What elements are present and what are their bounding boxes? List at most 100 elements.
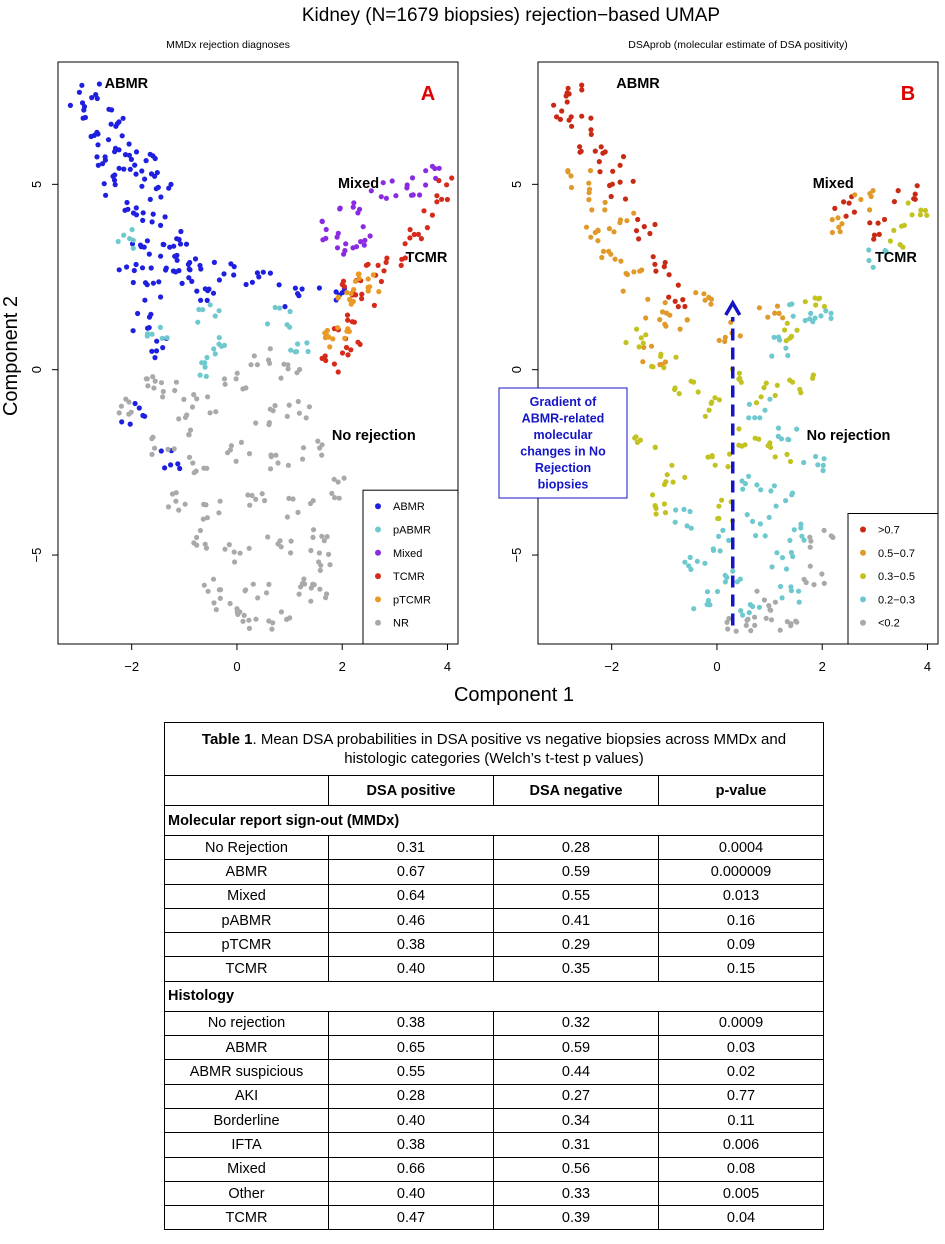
table-row: ABMR suspicious 0.55 0.44 0.02 (164, 1059, 824, 1085)
data-point (867, 220, 873, 226)
data-point (813, 453, 819, 460)
data-point (270, 620, 276, 626)
data-point (365, 276, 371, 282)
data-point (158, 448, 164, 454)
data-point (742, 442, 748, 448)
data-point (796, 599, 802, 605)
data-point (617, 162, 623, 168)
gradient-arrow-head (724, 299, 742, 316)
data-point (221, 271, 227, 277)
legend-label: ABMR (393, 501, 425, 513)
data-point (383, 195, 389, 201)
data-point (81, 104, 88, 110)
data-point (660, 309, 666, 315)
data-point (586, 180, 592, 186)
data-point (282, 304, 288, 310)
data-point (811, 582, 817, 588)
data-point (345, 352, 351, 358)
data-point (813, 302, 819, 308)
data-point (802, 299, 808, 305)
y-tick-label: −5 (29, 548, 44, 563)
table-cell: 0.04 (658, 1205, 824, 1231)
data-point (173, 379, 179, 385)
data-point (761, 597, 768, 603)
data-point (148, 311, 154, 317)
data-point (763, 380, 769, 386)
data-point (821, 303, 828, 310)
data-point (687, 554, 693, 561)
legend-label: pABMR (393, 525, 431, 537)
data-point (263, 590, 270, 596)
x-tick-label: −2 (604, 659, 619, 674)
data-point (259, 491, 265, 497)
data-point (643, 315, 649, 321)
data-point (807, 544, 813, 550)
data-point (905, 200, 911, 206)
legend-swatch (860, 526, 866, 533)
data-point (205, 588, 211, 594)
data-point (712, 395, 718, 401)
data-point (716, 533, 722, 540)
data-point (917, 212, 924, 218)
data-point (370, 272, 376, 278)
data-point (631, 269, 637, 275)
data-point (200, 307, 206, 313)
data-point (341, 475, 347, 481)
data-point (756, 436, 762, 442)
x-tick-label: 4 (444, 659, 451, 674)
data-point (722, 334, 728, 340)
data-point (807, 534, 813, 540)
data-point (776, 310, 782, 316)
data-point (352, 278, 358, 284)
table-section-row: Histology (164, 980, 824, 1012)
data-point (249, 492, 255, 499)
table-cell: 0.28 (493, 834, 659, 861)
data-point (761, 385, 767, 391)
data-point (429, 212, 435, 218)
data-point (140, 217, 146, 223)
data-point (221, 376, 228, 382)
data-point (266, 420, 272, 426)
data-point (142, 297, 148, 303)
data-point (130, 210, 137, 216)
data-point (94, 95, 100, 102)
data-point (158, 194, 164, 200)
data-point (722, 579, 729, 585)
data-point (165, 504, 172, 510)
shared-x-axis-label: Component 1 (454, 684, 574, 706)
data-point (210, 290, 217, 296)
table-cell: 0.66 (328, 1156, 494, 1182)
data-point (682, 474, 688, 480)
data-point (774, 382, 780, 388)
data-point (178, 228, 184, 235)
data-point (612, 256, 618, 262)
data-point (661, 501, 668, 507)
data-point (762, 407, 768, 413)
data-point (299, 580, 306, 587)
data-point (149, 451, 155, 457)
data-point (310, 534, 316, 541)
data-point (868, 193, 874, 200)
data-point (924, 212, 930, 218)
data-point (736, 370, 743, 376)
data-point (657, 317, 663, 323)
x-tick-label: 2 (339, 659, 346, 674)
data-point (586, 186, 593, 192)
table-cell: 0.11 (658, 1107, 824, 1134)
data-point (734, 579, 740, 585)
data-point (168, 462, 174, 468)
data-point (607, 182, 613, 189)
data-point (645, 296, 651, 302)
data-point (798, 521, 804, 527)
data-point (101, 181, 107, 187)
data-point (702, 560, 708, 566)
legend-label: Mixed (393, 548, 422, 560)
data-point (636, 236, 642, 242)
data-point (285, 462, 291, 468)
data-point (876, 231, 882, 237)
table-section-title: Molecular report sign-out (MMDx) (164, 805, 824, 836)
data-point (871, 232, 878, 238)
data-point (705, 597, 712, 604)
table-cell: 0.56 (493, 1156, 659, 1182)
data-point (640, 359, 646, 365)
